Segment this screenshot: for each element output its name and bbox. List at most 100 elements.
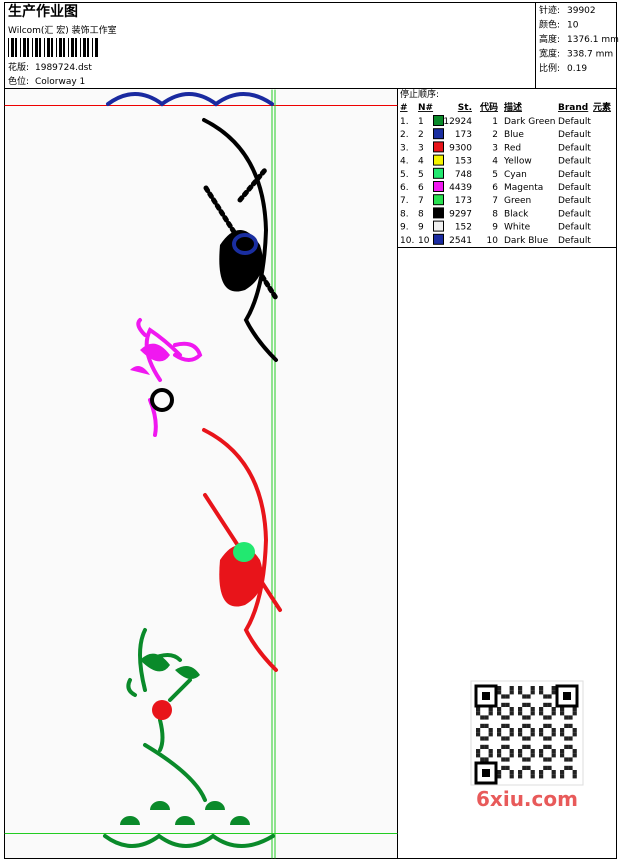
qr-cell <box>509 753 514 758</box>
qr-cell <box>564 715 569 720</box>
table-cell: 12924 <box>443 117 472 127</box>
colorway-name: Colorway 1 <box>35 77 85 87</box>
qr-cell <box>484 744 489 749</box>
qr-cell <box>572 774 577 779</box>
table-cell: Dark Blue <box>504 236 549 246</box>
embroidery <box>4 89 398 859</box>
qr-cell <box>539 728 544 733</box>
table-cell: Default <box>558 236 591 246</box>
qr-cell <box>551 686 556 691</box>
table-cell: 1. <box>400 117 409 127</box>
bar-stripe <box>8 38 9 57</box>
info-value: 10 <box>567 21 579 31</box>
table-cell: 10 <box>487 236 499 246</box>
qr-cell <box>501 715 506 720</box>
qr-cell <box>551 707 556 712</box>
qr-cell <box>539 749 544 754</box>
bar-stripe <box>51 38 53 57</box>
qr-cell <box>539 732 544 737</box>
color-swatch <box>433 233 444 245</box>
qr-cell <box>497 728 502 733</box>
qr-cell <box>572 749 577 754</box>
qr-cell <box>530 690 535 695</box>
table-cell: 4439 <box>449 183 472 193</box>
qr-cell <box>572 770 577 775</box>
qr-cell <box>480 715 485 720</box>
qr-cell <box>564 744 569 749</box>
qr-cell <box>484 715 489 720</box>
qr-cell <box>551 711 556 716</box>
column-header: Brand <box>558 103 588 113</box>
info-value: 39902 <box>567 6 596 16</box>
table-cell: Green <box>504 196 531 206</box>
info-label: 比例: <box>539 62 560 74</box>
qr-cell <box>497 732 502 737</box>
qr-cell <box>509 690 514 695</box>
table-cell: Default <box>558 157 591 167</box>
bar-stripe <box>27 38 29 57</box>
qr-cell <box>568 736 573 741</box>
table-cell: 4. <box>400 157 409 167</box>
bar-stripe <box>71 38 74 57</box>
qr-cell <box>476 732 481 737</box>
qr-cell <box>530 753 535 758</box>
table-cell: 9300 <box>449 143 472 153</box>
qr-cell <box>526 715 531 720</box>
table-title: 停止顺序: <box>400 88 439 100</box>
bar-stripe <box>35 38 38 57</box>
qr-cell <box>560 711 565 716</box>
qr-cell <box>497 686 502 691</box>
qr-cell <box>547 744 552 749</box>
qr-cell <box>509 707 514 712</box>
table-cell: Default <box>558 130 591 140</box>
qr-cell <box>547 736 552 741</box>
qr-cell <box>509 770 514 775</box>
table-cell: 9297 <box>449 209 472 219</box>
qr-cell <box>501 702 506 707</box>
color-swatch <box>433 220 444 232</box>
qr-cell <box>530 711 535 716</box>
qr-cell <box>476 728 481 733</box>
bar-stripe <box>44 38 45 57</box>
qr-cell <box>480 744 485 749</box>
qr-cell <box>505 715 510 720</box>
qr-cell <box>522 702 527 707</box>
qr-cell <box>497 707 502 712</box>
qr-cell <box>551 732 556 737</box>
qr-cell <box>551 753 556 758</box>
table-cell: 10. <box>400 236 414 246</box>
qr-cell <box>543 736 548 741</box>
qr-cell <box>560 770 565 775</box>
qr-cell <box>505 702 510 707</box>
bar-stripe <box>63 38 65 57</box>
color-swatch <box>433 167 444 179</box>
info-label: 高度: <box>539 33 560 45</box>
color-swatch <box>433 207 444 219</box>
qr-cell <box>518 732 523 737</box>
qr-cell <box>560 707 565 712</box>
qr-cell <box>539 770 544 775</box>
qr-cell <box>539 690 544 695</box>
qr-cell <box>568 723 573 728</box>
qr-cell <box>547 702 552 707</box>
qr-cell <box>564 757 569 762</box>
color-swatch <box>433 115 444 126</box>
qr-cell <box>530 732 535 737</box>
table-cell: 152 <box>455 223 472 233</box>
color-swatch <box>433 154 444 166</box>
table-cell: Default <box>558 183 591 193</box>
qr-cell <box>539 753 544 758</box>
info-value: 338.7 mm <box>567 50 613 60</box>
table-cell: 6 <box>492 183 498 193</box>
qr-cell <box>497 711 502 716</box>
qr-cell <box>497 753 502 758</box>
bar-stripe <box>11 38 14 57</box>
colorway-label: 色位: <box>8 75 29 87</box>
qr-cell <box>501 736 506 741</box>
table-cell: Default <box>558 196 591 206</box>
info-label: 针迹: <box>539 4 560 16</box>
qr-cell <box>488 711 493 716</box>
table-cell: 8 <box>418 209 424 219</box>
qr-cell <box>488 707 493 712</box>
qr-code <box>470 680 584 786</box>
